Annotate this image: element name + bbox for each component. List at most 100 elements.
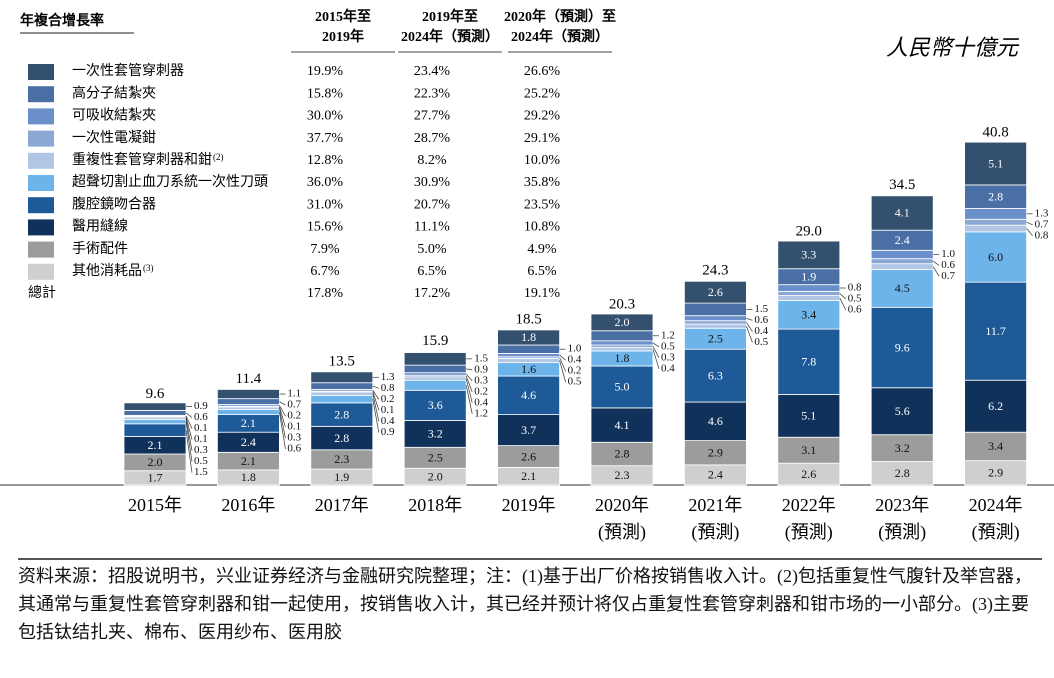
label-leader (932, 260, 940, 266)
value-label: 2.8 (334, 407, 349, 421)
bar-segment (870, 249, 934, 260)
value-label: 0.3 (661, 351, 675, 363)
value-label: 3.1 (801, 443, 816, 457)
value-label: 6.0 (988, 250, 1003, 264)
cagr-header: 2020年（預測）至 (504, 8, 616, 25)
x-tick-label: 2016年 (221, 495, 275, 515)
label-leader (465, 375, 473, 392)
value-label: 0.5 (754, 336, 768, 348)
label-leader (279, 408, 286, 439)
cagr-value: 23.5% (524, 197, 561, 212)
bar-segment (123, 409, 187, 416)
value-label: 2.0 (428, 469, 443, 483)
value-label: 5.0 (615, 380, 630, 394)
label-leader (279, 412, 286, 450)
value-label: 1.2 (474, 407, 488, 419)
bar-segment (590, 340, 654, 346)
total-label: 9.6 (146, 386, 165, 402)
bar-segment (870, 263, 934, 270)
value-label: 5.1 (801, 409, 816, 423)
bar-segment (497, 358, 561, 364)
label-leader (559, 354, 566, 361)
value-label: 0.6 (754, 314, 768, 326)
label-leader (185, 418, 193, 451)
bar-segment (777, 394, 841, 438)
value-label: 2.9 (708, 445, 723, 459)
label-leader (185, 430, 193, 473)
total-label: 13.5 (329, 353, 355, 369)
value-label: 2.1 (148, 438, 163, 452)
value-label: 0.8 (1035, 229, 1049, 241)
bar-segment (684, 302, 747, 317)
legend-swatch (28, 175, 54, 191)
bar-segment (684, 348, 747, 403)
value-label: 1.8 (615, 351, 630, 365)
cagr-value: 30.9% (414, 175, 451, 190)
value-label: 11.7 (985, 324, 1006, 338)
label-leader (652, 342, 660, 348)
value-label: 0.7 (1035, 218, 1049, 230)
value-label: 0.5 (848, 293, 862, 305)
cagr-value: 8.2% (417, 153, 447, 168)
legend-swatch (28, 219, 54, 236)
value-label: 2.4 (895, 233, 910, 247)
total-label: 34.5 (889, 177, 915, 193)
cagr-value: 31.0% (307, 197, 344, 212)
value-label: 1.5 (474, 352, 488, 364)
bar-segment (870, 195, 934, 231)
x-tick-label: 2015年 (128, 495, 182, 515)
bar-segment (403, 389, 467, 421)
bar-segment (870, 258, 934, 265)
value-label: 3.2 (428, 427, 443, 441)
cagr-value: 11.1% (414, 220, 450, 235)
cagr-value: 36.0% (307, 175, 344, 190)
label-leader (465, 385, 473, 414)
total-label: 20.3 (609, 296, 635, 312)
legend-label: 一次性套管穿刺器 (72, 63, 184, 79)
cagr-value: 7.9% (310, 242, 340, 257)
bar-segment (964, 218, 1027, 226)
bar-segment (777, 295, 841, 301)
bar-segment (403, 364, 467, 374)
bar-segment (870, 434, 934, 462)
value-label: 4.6 (521, 388, 536, 402)
value-label: 0.6 (848, 304, 862, 316)
bar-segment (684, 440, 747, 466)
cagr-value: 20.7% (414, 197, 451, 212)
cagr-value: 15.8% (307, 86, 344, 101)
cagr-header: 2024年（預測） (511, 28, 609, 45)
value-label: 2.5 (708, 331, 723, 345)
legend-swatch (28, 130, 54, 147)
legend-title: 年複合增長率 (20, 12, 104, 29)
cagr-header: 2015年至 (315, 8, 371, 25)
bar-segment (964, 431, 1027, 462)
value-label: 2.6 (801, 467, 816, 481)
cagr-value: 35.8% (524, 175, 561, 190)
value-label: 2.5 (428, 451, 443, 465)
bar-segment (123, 419, 187, 425)
value-label: 1.0 (568, 343, 582, 355)
x-tick-label: 2017年 (315, 495, 369, 515)
value-label: 0.6 (287, 443, 301, 455)
bar-segment (310, 371, 374, 384)
value-label: 0.4 (754, 325, 768, 337)
total-label: 11.4 (236, 371, 262, 387)
bar-segment (123, 423, 187, 437)
x-tick-label: 2024年 (969, 495, 1023, 515)
value-label: 0.4 (381, 415, 395, 427)
value-label: 1.9 (801, 269, 816, 283)
bar-segment (870, 306, 934, 389)
cagr-value: 25.2% (524, 86, 561, 101)
x-tick-label: 2018年 (408, 495, 462, 515)
label-leader (932, 266, 940, 277)
label-leader (465, 378, 473, 403)
label-leader (279, 401, 286, 406)
bar-segment (403, 376, 467, 381)
label-leader (465, 373, 473, 382)
value-label: 5.6 (895, 404, 910, 418)
bar-segment (964, 207, 1027, 220)
value-label: 0.1 (381, 404, 395, 416)
label-leader (372, 385, 379, 389)
cagr-value: 6.5% (417, 264, 447, 279)
